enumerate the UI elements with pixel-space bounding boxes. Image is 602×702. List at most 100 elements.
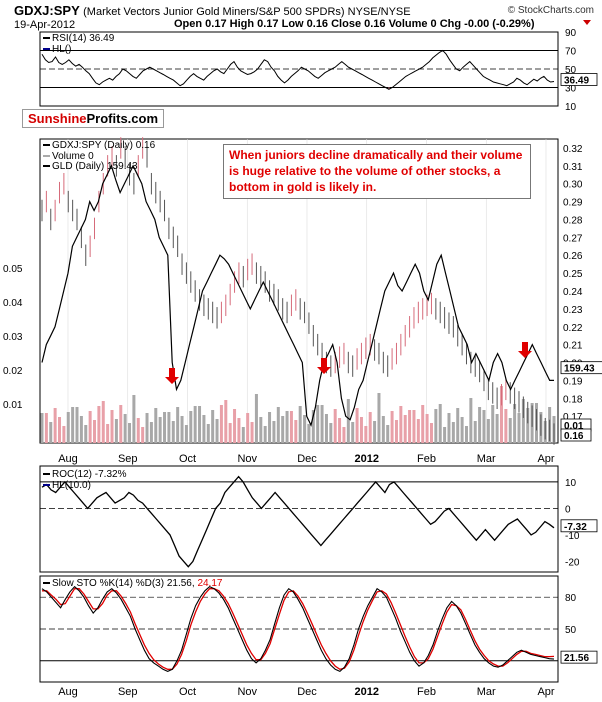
sto-legend: Slow STO %K(14) %D(3) 21.56, 24.17 xyxy=(43,578,222,589)
volume-bar-25 xyxy=(149,422,153,443)
volume-bar-88 xyxy=(425,414,429,443)
volume-bar-27 xyxy=(158,417,162,443)
price-month-label-0: Aug xyxy=(58,453,78,465)
volume-bar-82 xyxy=(399,406,403,443)
roc-last-value: -7.32 xyxy=(564,522,587,533)
price-month-label-3: Nov xyxy=(237,453,257,465)
volume-bar-39 xyxy=(211,410,215,443)
sto-k-line xyxy=(41,585,555,673)
volume-bar-56 xyxy=(285,411,289,443)
volume-bar-81 xyxy=(394,420,398,443)
volume-bar-13 xyxy=(97,406,101,443)
volume-bar-38 xyxy=(206,424,210,443)
price-month-label-1: Sep xyxy=(118,453,138,465)
volume-bar-28 xyxy=(163,412,167,443)
volume-bar-60 xyxy=(303,415,307,443)
volume-bar-103 xyxy=(491,405,495,443)
rsi-tick-label-2: 50 xyxy=(565,65,577,76)
volume-bar-76 xyxy=(373,421,377,443)
symbol-description: (Market Vectors Junior Gold Miners/S&P 5… xyxy=(83,6,411,18)
sto-month-label-8: Apr xyxy=(537,686,554,698)
price-tick-label-9: 0.23 xyxy=(563,305,583,316)
volume-bar-31 xyxy=(176,407,180,443)
volume-bar-66 xyxy=(329,423,333,443)
volume-bar-32 xyxy=(180,416,184,443)
volume-bar-107 xyxy=(508,418,512,443)
volume-bar-6 xyxy=(66,412,70,443)
volume-bar-44 xyxy=(233,409,237,443)
volume-bar-46 xyxy=(241,427,245,443)
price-tick-label-6: 0.26 xyxy=(563,251,583,262)
sto-month-label-5: 2012 xyxy=(355,686,379,698)
price-month-label-7: Mar xyxy=(477,453,496,465)
sto-month-label-2: Oct xyxy=(179,686,196,698)
roc-tick-label-3: -20 xyxy=(565,557,580,568)
volume-bar-77 xyxy=(377,393,381,443)
roc-hl-legend: HL(10.0) xyxy=(43,480,91,491)
volume-bar-90 xyxy=(434,409,438,443)
sto-month-label-4: Dec xyxy=(297,686,317,698)
volume-bar-75 xyxy=(368,412,372,443)
price-tick-label-8: 0.24 xyxy=(563,287,583,298)
volume-bar-92 xyxy=(443,427,447,443)
volume-bar-10 xyxy=(84,425,88,443)
volume-bar-94 xyxy=(451,422,455,443)
volume-bar-29 xyxy=(167,412,171,443)
roc-line xyxy=(41,475,555,568)
volume-bar-63 xyxy=(316,405,320,443)
sto-month-label-7: Mar xyxy=(477,686,496,698)
volume-bar-54 xyxy=(276,407,280,443)
volume-bar-0 xyxy=(40,413,44,443)
volume-bar-97 xyxy=(464,426,468,443)
price-tick-label-14: 0.18 xyxy=(563,394,583,405)
ohlc-summary: Open 0.17 High 0.17 Low 0.16 Close 0.16 … xyxy=(174,18,535,30)
gld-last-value-box xyxy=(560,361,602,375)
volume-tick-label-0: 0.05 xyxy=(3,264,23,275)
volume-bar-65 xyxy=(324,414,328,443)
volume-bar-4 xyxy=(58,417,62,443)
volume-bar-53 xyxy=(272,421,276,443)
price-tick-label-5: 0.27 xyxy=(563,233,583,244)
volume-bar-61 xyxy=(307,424,311,443)
volume-bar-37 xyxy=(202,415,206,443)
price-month-label-4: Dec xyxy=(297,453,317,465)
volume-tick-label-1: 0.04 xyxy=(3,298,23,309)
sto-tick-label-0: 80 xyxy=(565,593,577,604)
volume-bar-49 xyxy=(254,394,258,443)
volume-bar-40 xyxy=(215,419,219,443)
volume-bar-36 xyxy=(198,406,202,443)
chart-symbol: GDXJ:SPY (Market Vectors Junior Gold Min… xyxy=(14,3,411,18)
volume-bar-9 xyxy=(79,416,83,443)
volume-bar-41 xyxy=(219,405,223,443)
volume-bar-34 xyxy=(189,411,193,443)
sto-last-value-box xyxy=(560,650,598,664)
volume-last-value: 0.01 xyxy=(564,421,584,432)
rsi-tick-label-0: 90 xyxy=(565,28,577,39)
price-tick-label-13: 0.19 xyxy=(563,376,583,387)
volume-bar-19 xyxy=(123,414,127,443)
roc-tick-label-1: 0 xyxy=(565,504,571,515)
volume-bar-7 xyxy=(71,407,75,443)
sto-last-value: 21.56 xyxy=(564,653,589,664)
volume-bar-87 xyxy=(421,405,425,443)
red-arrow-2 xyxy=(518,342,532,358)
price-month-label-2: Oct xyxy=(179,453,196,465)
volume-bar-35 xyxy=(193,406,197,443)
volume-bar-80 xyxy=(390,411,394,443)
volume-bar-96 xyxy=(460,417,464,443)
volume-bar-67 xyxy=(333,409,337,443)
rsi-legend: RSI(14) 36.49 xyxy=(43,33,114,44)
volume-bar-101 xyxy=(482,410,486,443)
volume-bar-5 xyxy=(62,426,66,443)
volume-bar-11 xyxy=(88,411,92,443)
volume-bar-22 xyxy=(136,418,140,443)
volume-bar-111 xyxy=(526,408,530,443)
volume-bar-16 xyxy=(110,410,114,443)
volume-bar-50 xyxy=(259,417,263,443)
volume-bar-12 xyxy=(93,420,97,443)
volume-bar-47 xyxy=(246,413,250,443)
price-tick-label-7: 0.25 xyxy=(563,269,583,280)
volume-tick-label-3: 0.02 xyxy=(3,366,23,377)
sto-month-label-1: Sep xyxy=(118,686,138,698)
